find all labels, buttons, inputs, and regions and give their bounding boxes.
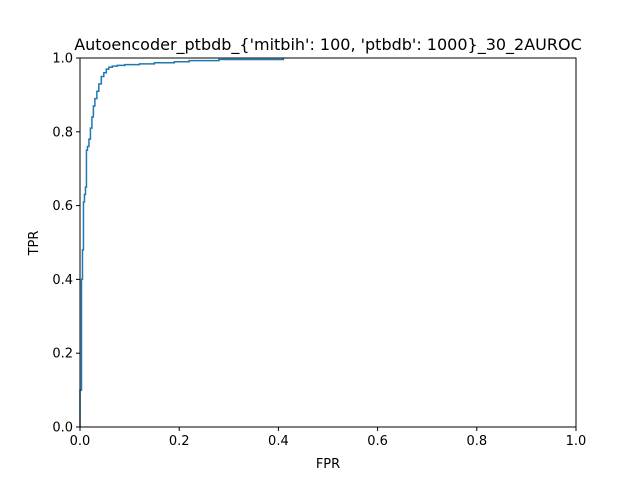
y-tick-label: 0.2 (52, 347, 73, 362)
plot-frame (79, 57, 577, 428)
plot-area: 0.0 0.2 0.4 0.6 0.8 1.0 0.0 0.2 0.4 0.6 0.8 1.0 (52, 52, 586, 450)
x-tick-label: 0.2 (169, 434, 190, 449)
y-tick-label: 1.0 (52, 52, 73, 67)
x-tick-label: 0.0 (70, 434, 91, 449)
y-axis-label: TPR (27, 231, 42, 257)
roc-curve-line (79, 58, 285, 427)
y-tick-label: 0.4 (52, 273, 73, 288)
chart-title: Autoencoder_ptbdb_{'mitbih': 100, 'ptbdb… (74, 35, 582, 55)
x-tick-label: 0.4 (268, 434, 289, 449)
y-tick-label: 0.8 (52, 125, 73, 140)
x-tick-label: 0.8 (466, 434, 487, 449)
x-tick-label: 1.0 (566, 434, 587, 449)
x-axis-label: FPR (316, 457, 340, 472)
x-tick-label: 0.6 (367, 434, 388, 449)
y-tick-label: 0.0 (52, 421, 73, 436)
y-tick-label: 0.6 (52, 199, 73, 214)
